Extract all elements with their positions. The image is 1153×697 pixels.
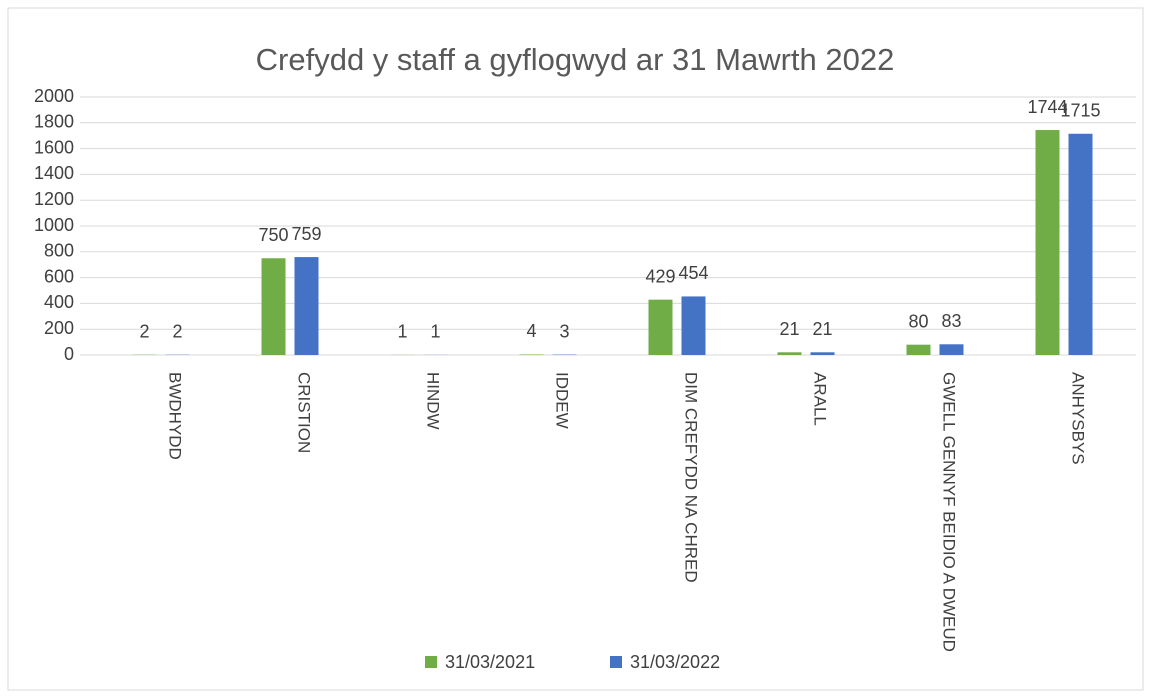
data-label: 2 (139, 321, 149, 341)
y-tick-label: 1200 (34, 189, 74, 209)
bar (681, 296, 706, 355)
data-label: 4 (526, 321, 536, 341)
data-label: 3 (559, 321, 569, 341)
data-label: 83 (941, 311, 961, 331)
x-tick-label: IDDEW (552, 372, 572, 429)
bar (777, 352, 802, 355)
bar (1068, 133, 1093, 355)
y-tick-label: 200 (44, 318, 74, 338)
data-label: 21 (779, 319, 799, 339)
data-label: 750 (258, 225, 288, 245)
x-tick-label: HINDW (423, 372, 443, 430)
x-tick-label: BWDHYDD (165, 372, 185, 460)
legend-swatch (610, 656, 622, 668)
data-label: 759 (291, 224, 321, 244)
data-label: 1715 (1060, 101, 1100, 121)
data-label: 429 (645, 266, 675, 286)
x-tick-label: GWELL GENNYF BEIDIO A DWEUD (939, 372, 959, 652)
x-tick-label: ARALL (810, 372, 830, 426)
data-label: 1744 (1027, 97, 1067, 117)
bar (906, 344, 931, 355)
chart-title: Crefydd y staff a gyflogwyd ar 31 Mawrth… (256, 42, 895, 77)
y-tick-label: 400 (44, 292, 74, 312)
y-tick-label: 0 (64, 344, 74, 364)
y-tick-label: 1400 (34, 163, 74, 183)
bar (810, 352, 835, 355)
x-tick-label: ANHYSBYS (1068, 372, 1088, 465)
y-tick-label: 1800 (34, 112, 74, 132)
data-label: 454 (678, 263, 708, 283)
legend-label: 31/03/2022 (630, 652, 720, 672)
x-tick-label: DIM CREFYDD NA CHRED (681, 372, 701, 583)
y-tick-label: 800 (44, 241, 74, 261)
bar (294, 257, 319, 355)
bar (1035, 130, 1060, 355)
bar (939, 344, 964, 355)
data-label: 1 (430, 322, 440, 342)
x-tick-label: CRISTION (294, 372, 314, 454)
data-label: 2 (172, 321, 182, 341)
y-tick-label: 600 (44, 266, 74, 286)
data-label: 21 (812, 319, 832, 339)
legend-swatch (425, 656, 437, 668)
y-tick-label: 2000 (34, 86, 74, 106)
data-label: 80 (908, 311, 928, 331)
data-label: 1 (397, 322, 407, 342)
bar (261, 258, 286, 355)
bar (519, 354, 544, 355)
y-tick-label: 1600 (34, 137, 74, 157)
y-tick-label: 1000 (34, 215, 74, 235)
legend-label: 31/03/2021 (445, 652, 535, 672)
bar (648, 299, 673, 355)
